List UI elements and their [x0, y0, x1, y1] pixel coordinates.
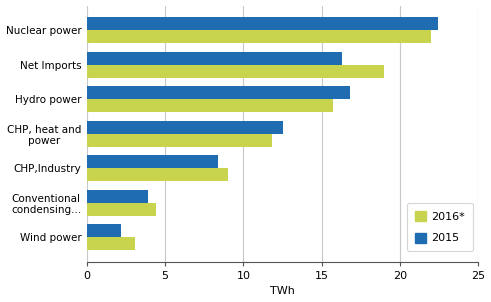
- Bar: [87, 30, 432, 43]
- Bar: [87, 65, 384, 78]
- Bar: [87, 224, 121, 237]
- Bar: [87, 52, 342, 65]
- Bar: [87, 203, 156, 216]
- Bar: [87, 168, 228, 181]
- Bar: [87, 237, 136, 250]
- Bar: [87, 17, 437, 30]
- Bar: [87, 99, 333, 112]
- Bar: [87, 155, 218, 168]
- Bar: [87, 86, 350, 99]
- Bar: [87, 134, 272, 147]
- Bar: [87, 120, 283, 134]
- Bar: [87, 190, 148, 203]
- X-axis label: TWh: TWh: [270, 286, 295, 297]
- Legend: 2016*, 2015: 2016*, 2015: [407, 203, 473, 251]
